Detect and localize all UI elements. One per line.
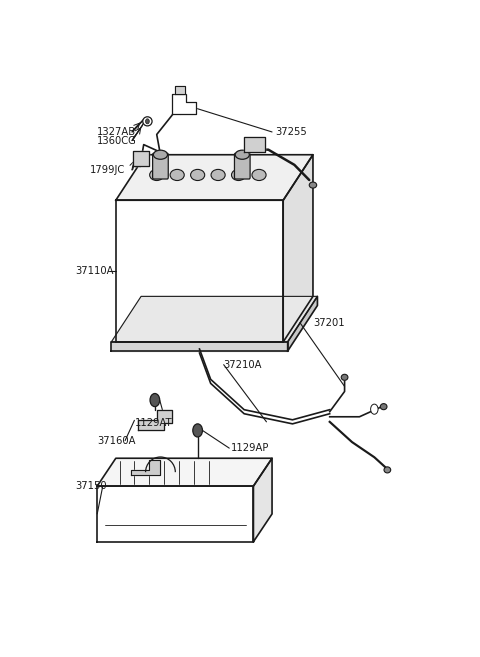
Text: 37201: 37201 (313, 318, 345, 328)
Circle shape (193, 424, 203, 437)
Polygon shape (253, 459, 272, 542)
Ellipse shape (191, 170, 204, 181)
Text: 1799JC: 1799JC (90, 165, 125, 175)
Polygon shape (111, 296, 317, 342)
Text: 37110A: 37110A (75, 266, 113, 276)
Polygon shape (97, 486, 253, 542)
Ellipse shape (154, 150, 168, 159)
Ellipse shape (235, 150, 249, 159)
Text: 1327AB: 1327AB (97, 127, 136, 137)
Polygon shape (172, 94, 196, 114)
Text: 1129AP: 1129AP (231, 443, 269, 453)
Polygon shape (116, 200, 283, 342)
Ellipse shape (309, 182, 317, 188)
Ellipse shape (150, 170, 164, 181)
Ellipse shape (341, 374, 348, 380)
Polygon shape (138, 410, 172, 430)
Polygon shape (288, 296, 317, 351)
Circle shape (145, 119, 149, 124)
Polygon shape (175, 87, 185, 94)
Circle shape (371, 404, 378, 415)
Ellipse shape (143, 117, 152, 126)
Ellipse shape (231, 170, 246, 181)
Polygon shape (97, 459, 272, 486)
Text: 37255: 37255 (276, 127, 308, 137)
Polygon shape (244, 137, 264, 152)
Polygon shape (132, 151, 149, 166)
Text: 37210A: 37210A (224, 359, 262, 370)
Polygon shape (283, 155, 313, 342)
Ellipse shape (380, 403, 387, 410)
Ellipse shape (170, 170, 184, 181)
FancyBboxPatch shape (153, 153, 168, 179)
Text: 1129AT: 1129AT (134, 418, 172, 428)
Ellipse shape (252, 170, 266, 181)
Text: 1360CG: 1360CG (97, 135, 137, 146)
Polygon shape (131, 460, 160, 475)
Text: 37160A: 37160A (97, 436, 136, 445)
Polygon shape (116, 155, 313, 200)
Ellipse shape (211, 170, 225, 181)
Polygon shape (111, 342, 288, 351)
Ellipse shape (384, 467, 391, 473)
FancyBboxPatch shape (234, 153, 250, 179)
Text: 37150: 37150 (75, 481, 107, 491)
Circle shape (150, 394, 160, 407)
